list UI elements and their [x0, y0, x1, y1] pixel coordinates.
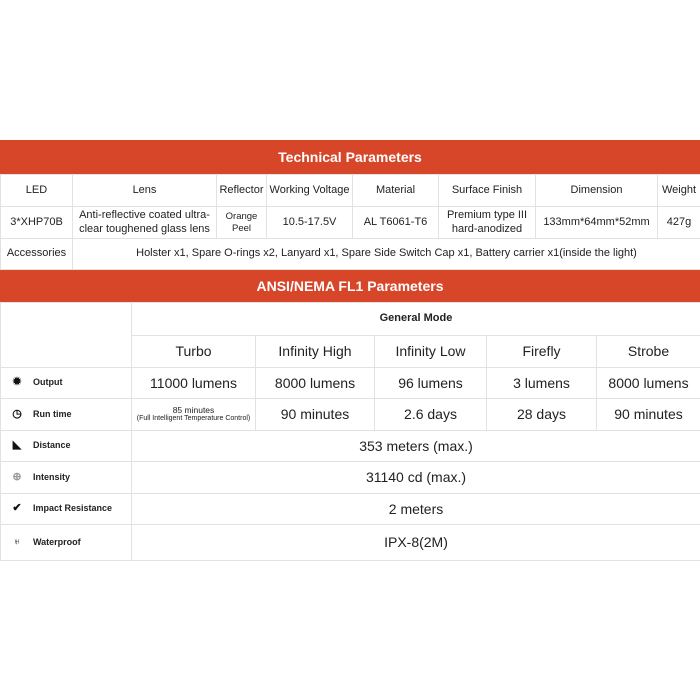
ansi-title: ANSI/NEMA FL1 Parameters	[0, 270, 700, 302]
intensity-row: ⊕ Intensity 31140 cd (max.)	[0, 461, 700, 494]
header-weight: Weight	[657, 174, 700, 207]
impact-icon: ✔	[12, 502, 22, 515]
output-label: Output	[33, 377, 63, 388]
mode-firefly: Firefly	[486, 335, 597, 368]
header-lens: Lens	[72, 174, 217, 207]
runtime-firefly: 28 days	[486, 398, 597, 431]
light-beam-icon: ✹	[12, 376, 22, 389]
waterproof-row: ♅ Waterproof IPX-8(2M)	[0, 524, 700, 561]
ansi-table: General Mode Turbo Infinity High Infinit…	[0, 302, 700, 561]
mode-turbo: Turbo	[131, 335, 256, 368]
intensity-value: 31140 cd (max.)	[131, 461, 700, 494]
mode-infinity-low: Infinity Low	[374, 335, 487, 368]
output-infinity-low: 96 lumens	[374, 367, 487, 399]
intensity-label: Intensity	[33, 471, 71, 482]
mode-strobe: Strobe	[596, 335, 700, 368]
impact-value: 2 meters	[131, 493, 700, 525]
output-row: ✹ Output 11000 lumens 8000 lumens 96 lume…	[0, 367, 700, 399]
header-dimension: Dimension	[535, 174, 658, 207]
header-reflector: Reflector	[216, 174, 267, 207]
waterproof-value: IPX-8(2M)	[131, 524, 700, 561]
clock-icon: ◷	[12, 407, 22, 420]
output-infinity-high: 8000 lumens	[255, 367, 375, 399]
runtime-infinity-low: 2.6 days	[374, 398, 487, 431]
corner-cell	[0, 302, 132, 368]
output-firefly: 3 lumens	[486, 367, 597, 399]
value-voltage: 10.5-17.5V	[266, 206, 353, 239]
value-reflector: Orange Peel	[216, 206, 267, 239]
impact-row: ✔ Impact Resistance 2 meters	[0, 493, 700, 525]
waterproof-icon: ♅	[12, 535, 22, 548]
output-strobe: 8000 lumens	[596, 367, 700, 399]
runtime-label: Run time	[33, 408, 72, 419]
distance-row: ◣ Distance 353 meters (max.)	[0, 430, 700, 462]
technical-parameters-title: Technical Parameters	[0, 140, 700, 174]
value-led: 3*XHP70B	[0, 206, 73, 239]
distance-icon: ◣	[12, 439, 22, 452]
distance-label: Distance	[33, 440, 71, 451]
accessories-value: Holster x1, Spare O-rings x2, Lanyard x1…	[72, 238, 700, 270]
impact-label: Impact Resistance	[33, 503, 113, 514]
technical-table: LED Lens Reflector Working Voltage Mater…	[0, 174, 700, 270]
header-surface: Surface Finish	[438, 174, 536, 207]
mode-infinity-high: Infinity High	[255, 335, 375, 368]
value-dimension: 133mm*64mm*52mm	[535, 206, 658, 239]
intensity-icon: ⊕	[12, 470, 22, 483]
value-weight: 427g	[657, 206, 700, 239]
header-led: LED	[0, 174, 73, 207]
runtime-strobe: 90 minutes	[596, 398, 700, 431]
value-surface: Premium type III hard-anodized	[438, 206, 536, 239]
accessories-label: Accessories	[0, 238, 73, 270]
runtime-turbo: 85 minutes	[172, 404, 215, 415]
value-lens: Anti-reflective coated ultra-clear tough…	[72, 206, 217, 239]
runtime-turbo-note: (Full Intelligent Temperature Control)	[136, 415, 251, 423]
runtime-infinity-high: 90 minutes	[255, 398, 375, 431]
distance-value: 353 meters (max.)	[131, 430, 700, 462]
header-voltage: Working Voltage	[266, 174, 353, 207]
waterproof-label: Waterproof	[33, 536, 81, 547]
output-turbo: 11000 lumens	[131, 367, 256, 399]
runtime-row: ◷ Run time 85 minutes (Full Intelligent Te…	[0, 398, 700, 431]
value-material: AL T6061-T6	[352, 206, 439, 239]
general-mode-header: General Mode	[131, 302, 700, 336]
header-material: Material	[352, 174, 439, 207]
